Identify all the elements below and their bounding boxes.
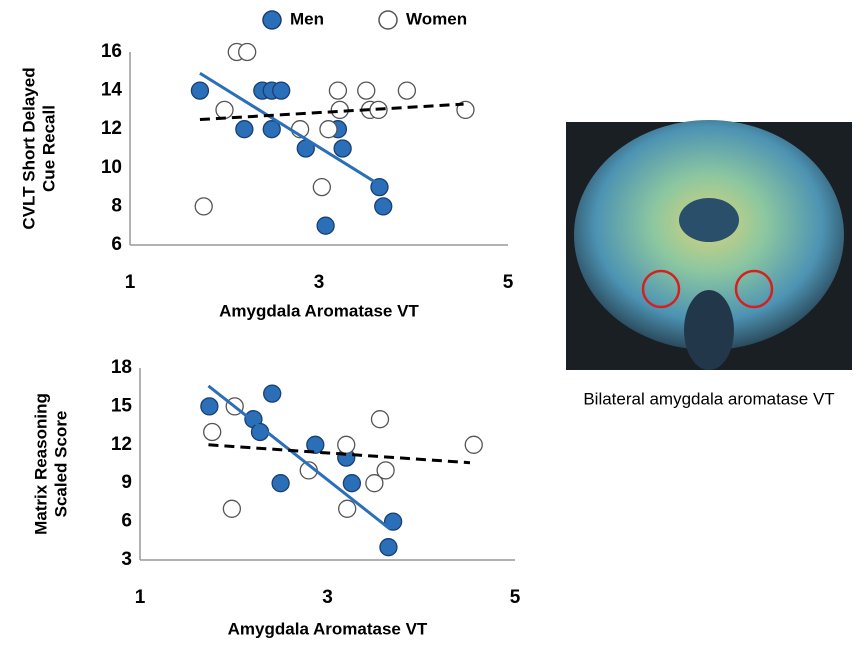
x-axis-label: Amygdala Aromatase VT [219,301,419,320]
x-tick-label: 1 [135,587,146,608]
y-axis-label: Cue Recall [39,105,58,192]
x-tick-label: 5 [510,587,521,608]
trend-line [207,384,392,531]
legend-label: Women [406,9,467,28]
y-tick-label: 6 [111,234,122,255]
data-point [215,100,234,120]
legend-label: Men [290,9,324,28]
y-tick-label: 12 [101,118,122,139]
y-tick-label: 12 [111,434,132,455]
data-point [271,474,290,493]
data-point [397,81,417,100]
legend-marker [262,10,282,30]
data-point [235,120,254,139]
data-point [272,81,291,100]
x-axis-label: Amygdala Aromatase VT [228,619,428,638]
data-point [238,42,257,62]
y-axis-label: Matrix Reasoning [31,393,50,535]
x-tick-label: 3 [322,587,333,608]
data-point [338,499,357,518]
data-point [464,435,483,454]
data-point [357,81,376,100]
y-tick-label: 10 [101,157,122,178]
brainstem [684,290,734,370]
roi-circle [734,269,774,309]
image-caption: Bilateral amygdala aromatase VT [583,389,834,408]
data-point [200,397,219,416]
brain-image [566,120,852,370]
data-point [203,422,222,442]
y-tick-label: 16 [101,41,122,62]
data-point [190,81,210,100]
x-tick-label: 3 [314,272,325,293]
y-tick-label: 18 [111,357,132,378]
data-point [365,474,384,493]
y-axis-label: CVLT Short Delayed [19,67,38,229]
trend-line [199,102,464,122]
data-point [194,197,213,216]
data-point [263,384,282,403]
data-point [306,435,325,454]
data-point [319,120,338,139]
y-tick-label: 6 [121,511,132,532]
trend-line [199,71,385,189]
data-point [262,120,281,139]
ventricle [679,198,739,242]
y-tick-label: 14 [101,80,123,101]
data-point [312,177,331,197]
x-tick-label: 1 [125,272,136,293]
y-tick-label: 15 [111,395,133,416]
y-tick-label: 3 [121,549,132,570]
data-point [328,81,348,100]
data-point [374,197,393,216]
data-point [222,499,242,518]
roi-circle [641,269,681,309]
data-point [333,139,352,158]
data-point [379,538,398,557]
y-tick-label: 8 [111,195,122,216]
data-point [370,410,390,429]
trend-line [208,443,471,465]
y-tick-label: 9 [121,472,132,493]
data-point [383,512,403,531]
data-point [316,216,335,235]
legend-marker [378,10,398,30]
y-axis-label: Scaled Score [51,411,70,518]
data-point [342,474,362,493]
x-tick-label: 5 [503,272,514,293]
data-point [337,435,356,454]
data-point [376,461,395,480]
